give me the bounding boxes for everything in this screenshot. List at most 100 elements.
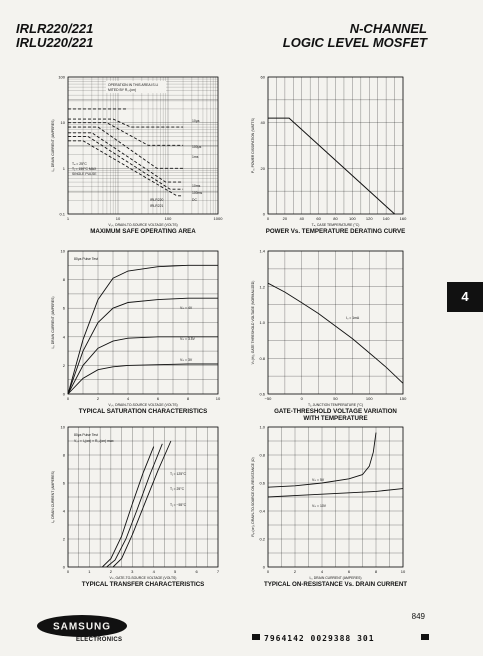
transfer-x-tick-label: 3 [131, 569, 134, 574]
derating-x-tick-label: 140 [383, 216, 390, 221]
threshold-x-tick-label: 100 [366, 396, 373, 401]
saturation-y-tick-label: 8 [63, 277, 66, 282]
samsung-logo: SAMSUNG [37, 615, 127, 637]
soa-pulse-label-3: 1ms [192, 155, 199, 159]
onres-y-tick-label: 0.2 [259, 537, 265, 542]
saturation-y-tick-label: 2 [63, 363, 66, 368]
onres-curve-label-2: Vₗₛ = 10V [312, 504, 327, 508]
transfer-y-tick-label: 2 [63, 537, 66, 542]
soa-y-tick-label: 0.1 [59, 212, 65, 217]
transfer-curve-label-2: Tⱼ = 25°C [170, 487, 185, 491]
derating-x-tick-label: 100 [349, 216, 356, 221]
soa-y-tick-label: 1 [63, 166, 66, 171]
soa-x-axis-label: V₀ₛ, DRAIN-TO-SOURCE VOLTAGE (VOLTS) [108, 223, 177, 227]
transfer-y-tick-label: 4 [63, 509, 66, 514]
transfer-x-tick-label: 2 [110, 569, 113, 574]
transfer-x-tick-label: 4 [153, 569, 156, 574]
soa-x-tick-label: 1 [67, 216, 70, 221]
derating-y-tick-label: 20 [261, 166, 266, 171]
transfer-note-1: 80μs Pulse Test [74, 433, 98, 437]
soa-region-label-bg [106, 81, 166, 93]
onres-y-tick-label: 0.4 [259, 509, 265, 514]
saturation-x-tick-label: 4 [127, 396, 130, 401]
soa-pulse-label-1: 10μs [192, 119, 200, 123]
onres-y-tick-label: 0 [263, 565, 266, 570]
derating-x-tick-label: 60 [316, 216, 321, 221]
saturation-series-line-2 [67, 297, 218, 395]
threshold-x-tick-label: −50 [265, 396, 273, 401]
soa-series-line-4 [68, 132, 184, 183]
soa-series-line-3 [68, 126, 184, 169]
derating-y-tick-label: 60 [261, 75, 266, 80]
soa-part-label-2: IRLR221 [150, 204, 163, 208]
saturation-pulse-note: 80μs Pulse Test [74, 257, 98, 261]
soa-x-tick-label: 100 [165, 216, 172, 221]
section-tab: 4 [447, 282, 483, 312]
onres-caption: TYPICAL ON-RESISTANCE Vs. DRAIN CURRENT [264, 581, 407, 588]
derating-caption: POWER Vs. TEMPERATURE DERATING CURVE [266, 228, 406, 235]
onres-plot: 0 2 4 6 8 10 0 0.2 0.4 0.6 0.8 1.0 I₀, DRAIN CURRENT… [251, 425, 407, 589]
threshold-x-tick-label: 50 [333, 396, 338, 401]
document-code: 7964142 0029388 301 [264, 634, 375, 643]
part-numbers: IRLR220/221 IRLU220/221 [16, 22, 93, 50]
soa-pulse-label-6: DC [192, 198, 197, 202]
threshold-y-tick-label: 1.2 [259, 284, 265, 289]
threshold-x-tick-label: 150 [400, 396, 407, 401]
saturation-y-tick-label: 0 [63, 392, 66, 397]
derating-x-tick-label: 20 [283, 216, 288, 221]
onres-y-axis-label: R₀ₛ(on), DRAIN-TO-SOURCE ON-RESISTANCE (… [251, 457, 255, 536]
transfer-series-line-2 [106, 443, 163, 568]
transfer-y-tick-label: 6 [63, 481, 66, 486]
threshold-x-tick-label: 0 [301, 396, 304, 401]
onres-series-line-2 [267, 488, 404, 498]
soa-x-tick-label: 10 [116, 216, 121, 221]
saturation-y-tick-label: 6 [63, 306, 66, 311]
soa-series-line-1 [68, 118, 184, 128]
barcode-mark-right [421, 634, 429, 640]
onres-y-tick-label: 0.6 [259, 481, 265, 486]
threshold-curve-label: I₀ = 1mA [346, 316, 360, 320]
saturation-series-line-1 [67, 264, 218, 395]
derating-y-tick-label: 0 [263, 212, 266, 217]
threshold-x-axis-label: Tⱼ, JUNCTION TEMPERATURE (°C) [308, 403, 363, 407]
onres-x-axis-label: I₀, DRAIN CURRENT (AMPERES) [309, 576, 361, 580]
part-number-irlr: IRLR220/221 [16, 21, 94, 36]
transfer-x-tick-label: 0 [67, 569, 70, 574]
onres-y-tick-label: 0.8 [259, 453, 265, 458]
device-title: N-CHANNEL LOGIC LEVEL MOSFET [283, 22, 427, 50]
threshold-y-tick-label: 0.6 [259, 392, 265, 397]
threshold-y-tick-label: 1.0 [259, 320, 265, 325]
threshold-y-tick-label: 0.8 [259, 356, 265, 361]
derating-plot: 0 20 40 60 80 100 120 140 160 0 20 40 60 Tₐ, CASE TEM… [251, 75, 407, 236]
transfer-note-2: V₀ₛ = I₀(on) × R₀ₛ(on) max [74, 439, 114, 443]
part-number-irlu: IRLU220/221 [16, 35, 94, 50]
threshold-plot: −50 0 50 100 150 0.6 0.8 1.0 1.2 1.4 Tⱼ, JUNCTION … [251, 249, 407, 423]
transfer-x-tick-label: 7 [217, 569, 220, 574]
transfer-caption: TYPICAL TRANSFER CHARACTERISTICS [82, 581, 205, 588]
transfer-x-axis-label: Vₗₛ, GATE-TO-SOURCE VOLTAGE (VOLTS) [110, 576, 177, 580]
saturation-curve-label-2: Vₗₛ = 3.5V [180, 337, 196, 341]
derating-y-axis-label: P₀, POWER DISSIPATION (WATTS) [251, 118, 255, 173]
soa-x-tick-label: 1000 [214, 216, 224, 221]
soa-pulse-label-4: 10ms [192, 184, 201, 188]
saturation-x-axis-label: V₀ₛ, DRAIN-TO-SOURCE VOLTAGE (VOLTS) [108, 403, 177, 407]
transfer-plot: 0 1 2 3 4 5 6 7 0 2 4 6 8 10 Vₗₛ, GATE-TO-SOURCE VOLTA… [51, 425, 220, 589]
derating-x-tick-label: 160 [400, 216, 407, 221]
transfer-curve-label-1: Tⱼ = 125°C [170, 472, 187, 476]
soa-region-label-1: OPERATION IN THIS AREA IS LI [108, 83, 158, 87]
soa-series-line-6 [68, 140, 184, 197]
threshold-caption-line2: WITH TEMPERATURE [303, 415, 367, 422]
saturation-series-line-4 [67, 363, 218, 395]
derating-series-line-1 [268, 117, 395, 215]
onres-y-tick-label: 1.0 [259, 425, 265, 430]
soa-y-tick-label: 100 [58, 75, 65, 80]
threshold-y-axis-label: Vₗₛ(th), GATE THRESHOLD VOLTAGE (NORMALI… [251, 281, 255, 365]
soa-caption: MAXIMUM SAFE OPERATING AREA [90, 228, 196, 235]
derating-x-tick-label: 40 [300, 216, 305, 221]
soa-pulse-label-2: 100μs [192, 145, 202, 149]
device-family: LOGIC LEVEL MOSFET [282, 35, 427, 50]
saturation-x-tick-label: 6 [157, 396, 160, 401]
saturation-x-tick-label: 2 [97, 396, 100, 401]
soa-condition-3: SINGLE PULSE [72, 172, 97, 176]
onres-x-tick-label: 6 [348, 569, 351, 574]
